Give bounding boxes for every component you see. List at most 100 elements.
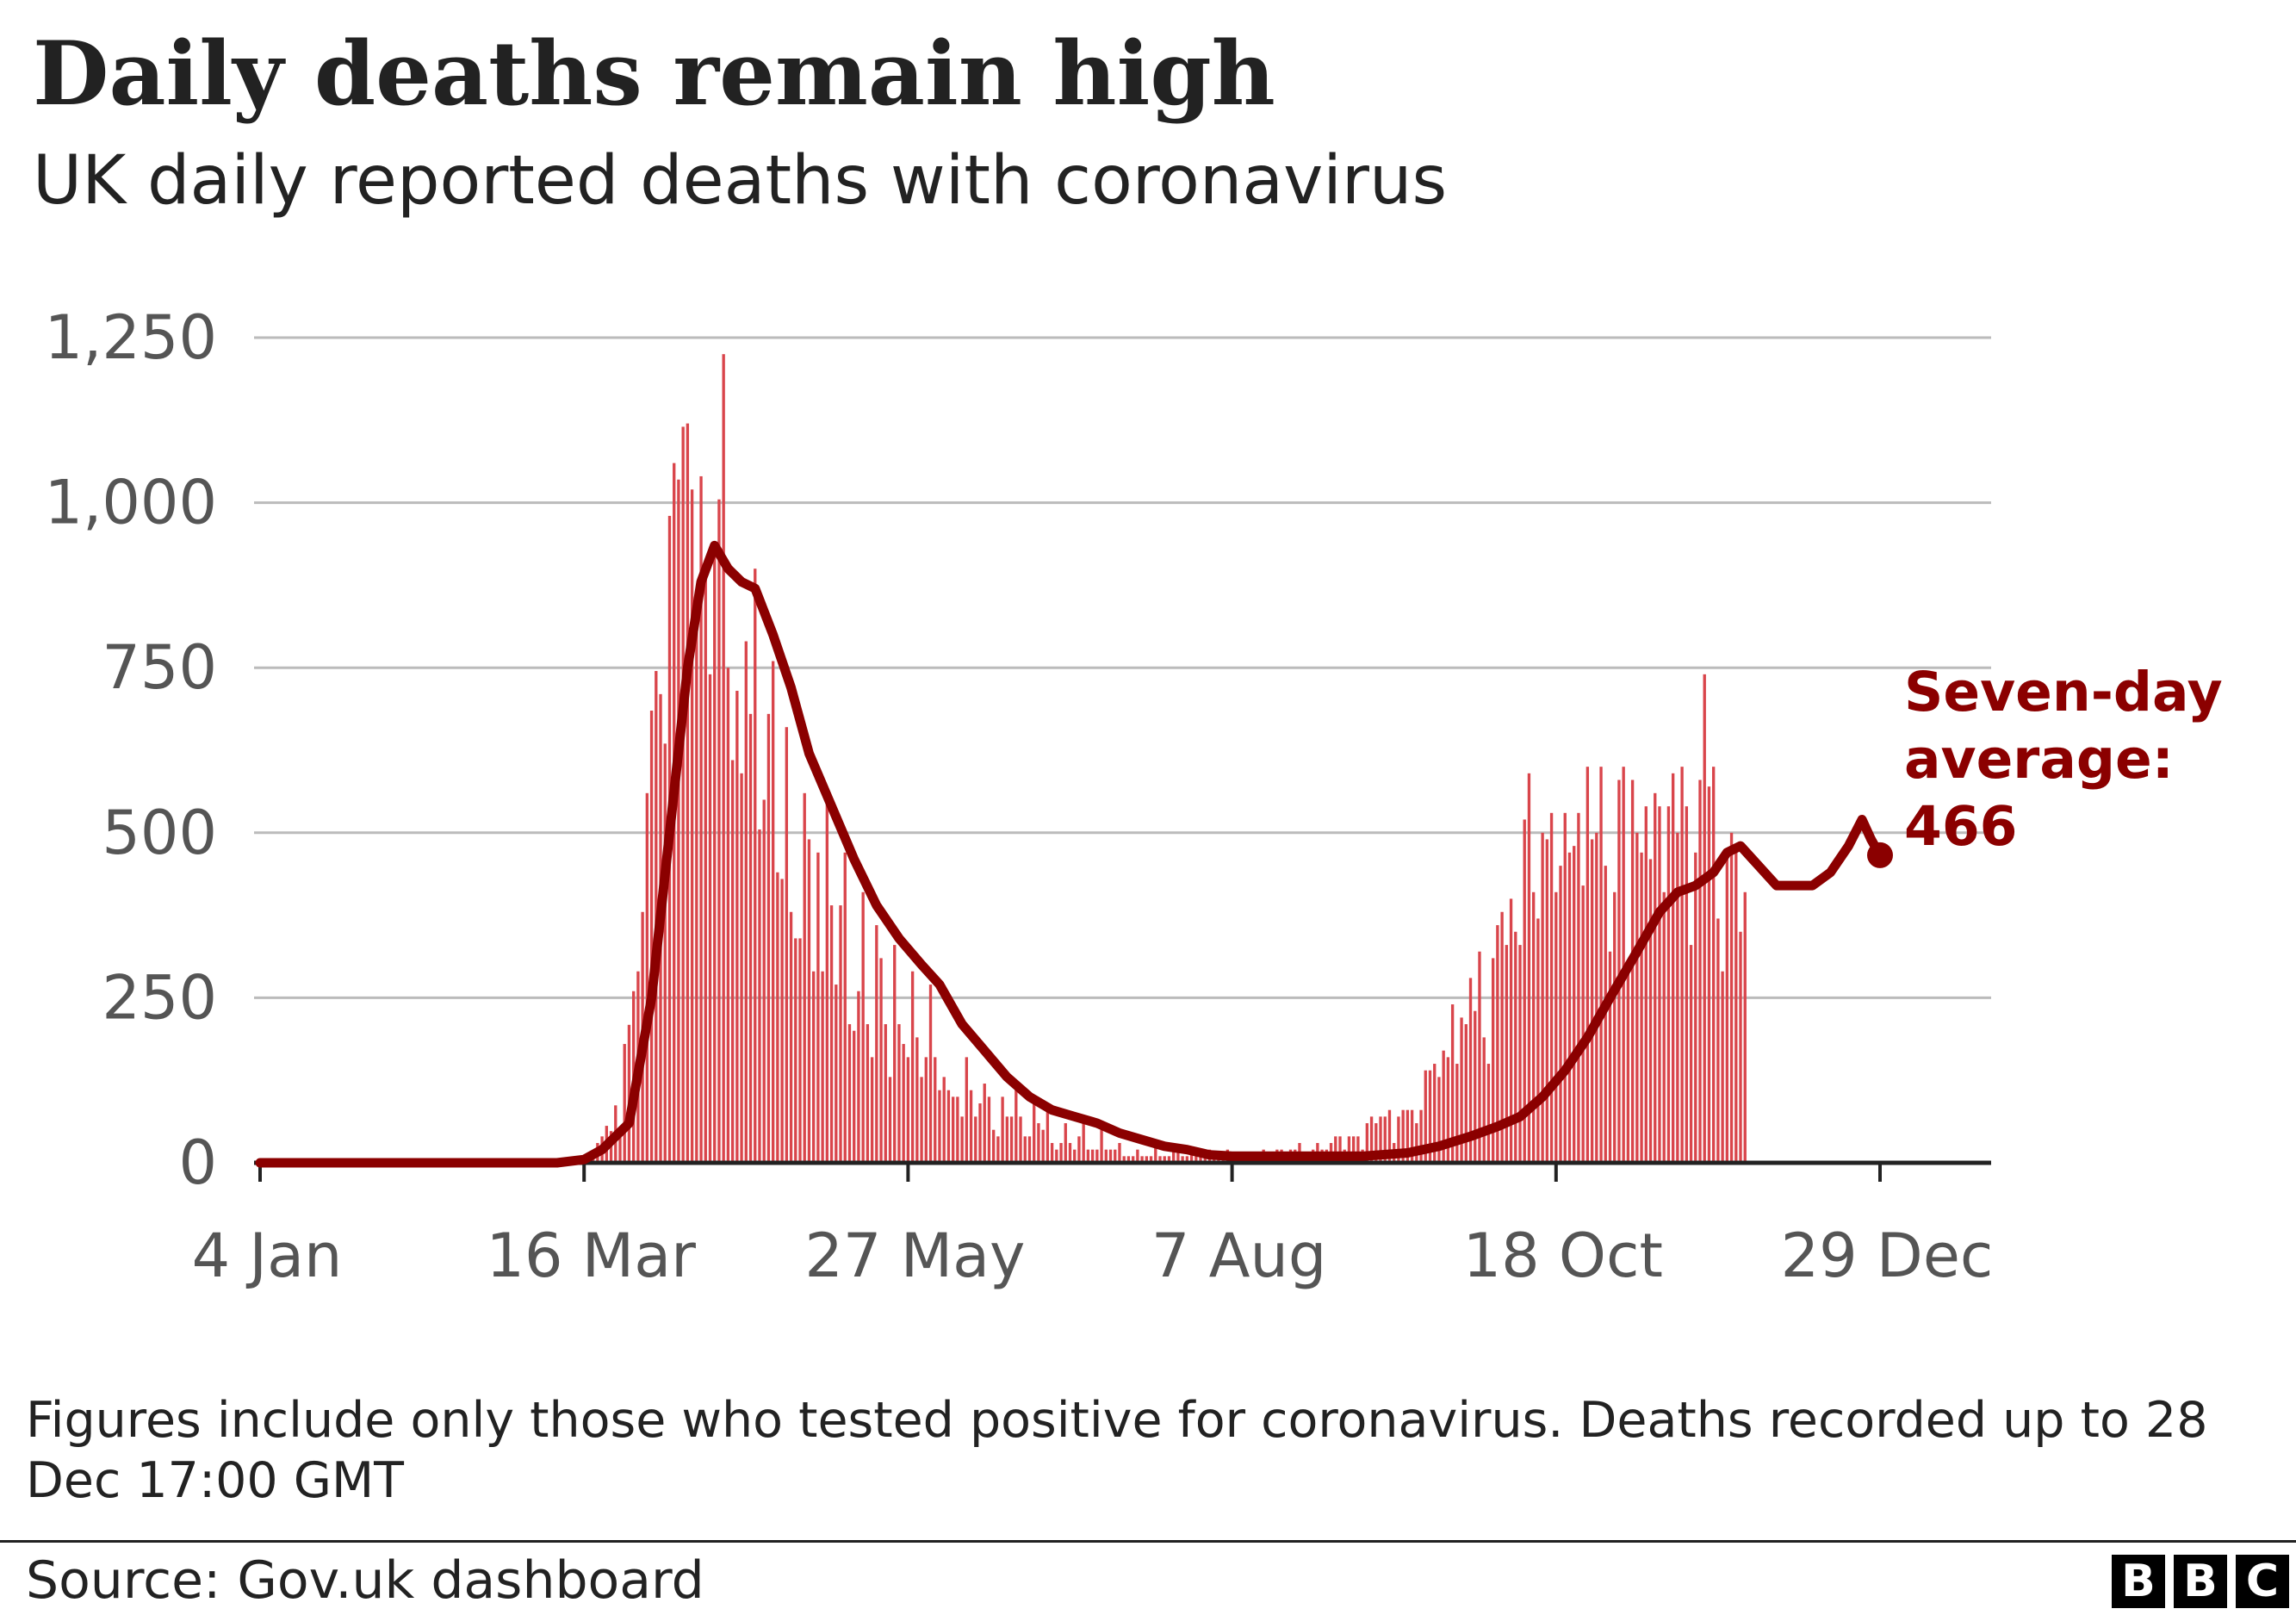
footer-divider bbox=[0, 1540, 2296, 1543]
y-tick-label: 750 bbox=[102, 632, 217, 703]
daily-bar bbox=[1090, 1149, 1095, 1163]
daily-bar bbox=[1500, 911, 1504, 1163]
daily-bar bbox=[960, 1116, 964, 1163]
latest-value-marker bbox=[1867, 842, 1893, 868]
daily-bar bbox=[1523, 819, 1526, 1163]
daily-bar bbox=[1059, 1143, 1063, 1163]
daily-bar bbox=[816, 852, 820, 1163]
daily-bar bbox=[681, 426, 685, 1164]
daily-bar bbox=[1532, 891, 1536, 1163]
daily-bar bbox=[1114, 1149, 1117, 1163]
daily-bar bbox=[1136, 1149, 1139, 1163]
daily-bar bbox=[1486, 1064, 1491, 1163]
x-tick-label: 16 Mar bbox=[486, 1221, 696, 1291]
daily-bar bbox=[1455, 1064, 1459, 1163]
daily-bar bbox=[1563, 812, 1567, 1163]
daily-bar bbox=[870, 1057, 874, 1163]
daily-bar bbox=[1064, 1123, 1067, 1163]
daily-bar bbox=[1001, 1096, 1004, 1163]
daily-bar bbox=[730, 760, 735, 1163]
daily-bar bbox=[1095, 1149, 1099, 1163]
daily-bar bbox=[1491, 958, 1495, 1163]
daily-bar bbox=[1356, 1136, 1360, 1163]
daily-bar bbox=[906, 1057, 910, 1163]
y-tick-label: 250 bbox=[102, 962, 217, 1033]
daily-bar bbox=[1397, 1116, 1400, 1163]
daily-bar bbox=[1599, 767, 1603, 1163]
daily-bar bbox=[1536, 918, 1540, 1163]
daily-bar bbox=[1573, 846, 1576, 1163]
y-tick-label: 1,000 bbox=[45, 468, 217, 538]
daily-bar bbox=[717, 499, 721, 1163]
daily-bar bbox=[686, 423, 690, 1163]
daily-bar bbox=[875, 925, 878, 1163]
daily-bar bbox=[722, 354, 725, 1163]
daily-bar bbox=[803, 792, 806, 1163]
x-tick-label: 29 Dec bbox=[1781, 1221, 1994, 1291]
daily-bar bbox=[951, 1096, 955, 1163]
daily-bar bbox=[1743, 891, 1747, 1163]
daily-bar bbox=[1419, 1109, 1423, 1163]
daily-bar bbox=[1073, 1149, 1077, 1163]
daily-bar bbox=[1077, 1136, 1081, 1163]
daily-bar bbox=[1415, 1123, 1418, 1163]
daily-bar bbox=[956, 1096, 959, 1163]
daily-bar bbox=[1567, 852, 1572, 1163]
daily-bar bbox=[1374, 1123, 1378, 1163]
daily-bar bbox=[1033, 1096, 1036, 1163]
daily-bar bbox=[1549, 812, 1554, 1163]
daily-bar bbox=[1464, 1024, 1468, 1163]
daily-bar bbox=[1338, 1136, 1342, 1163]
daily-bar bbox=[1158, 1156, 1162, 1163]
daily-bar bbox=[789, 911, 793, 1163]
daily-bar bbox=[794, 938, 797, 1163]
daily-bar bbox=[1626, 971, 1630, 1163]
daily-bar bbox=[1369, 1116, 1374, 1163]
daily-bar bbox=[1046, 1109, 1050, 1163]
daily-bar bbox=[1509, 898, 1513, 1163]
daily-bar bbox=[1176, 1149, 1180, 1163]
daily-bar bbox=[1554, 891, 1558, 1163]
daily-bar bbox=[713, 549, 717, 1163]
chart-subtitle: UK daily reported deaths with coronaviru… bbox=[33, 142, 1448, 220]
daily-bar bbox=[1648, 859, 1653, 1163]
daily-bar bbox=[1189, 1149, 1194, 1163]
daily-bar bbox=[1410, 1109, 1414, 1163]
x-tick-label: 7 Aug bbox=[1151, 1221, 1326, 1291]
daily-bar bbox=[1149, 1156, 1153, 1163]
daily-bar bbox=[677, 479, 680, 1163]
daily-bar bbox=[861, 891, 865, 1163]
daily-bar bbox=[1195, 1156, 1198, 1163]
daily-bar bbox=[699, 475, 703, 1163]
daily-bar bbox=[1383, 1116, 1387, 1163]
daily-bar bbox=[1671, 773, 1675, 1163]
daily-bar bbox=[924, 1057, 928, 1163]
daily-bar bbox=[978, 1103, 982, 1163]
daily-bar bbox=[829, 905, 834, 1163]
daily-bar bbox=[1721, 971, 1724, 1163]
daily-bar bbox=[1406, 1109, 1410, 1163]
daily-bar bbox=[1707, 786, 1711, 1163]
annotation-line: 466 bbox=[1904, 795, 2018, 858]
daily-bar bbox=[969, 1090, 973, 1163]
daily-bar bbox=[1577, 812, 1580, 1163]
daily-bar bbox=[1172, 1149, 1176, 1163]
daily-bar bbox=[928, 985, 933, 1163]
daily-bar bbox=[785, 727, 788, 1163]
x-tick-label: 27 May bbox=[804, 1221, 1025, 1291]
daily-bar bbox=[857, 991, 860, 1163]
daily-bar bbox=[798, 938, 802, 1163]
daily-bar bbox=[1100, 1129, 1103, 1163]
daily-bar bbox=[1009, 1116, 1014, 1163]
x-axis: 4 Jan 16 Mar 27 May 7 Aug 18 Oct 29 Dec bbox=[192, 1160, 1994, 1291]
x-tick-label: 4 Jan bbox=[192, 1221, 343, 1291]
annotation-line: average: bbox=[1904, 728, 2174, 791]
daily-bar bbox=[1122, 1156, 1126, 1163]
daily-bar bbox=[1015, 1090, 1018, 1163]
daily-bar bbox=[1640, 852, 1643, 1163]
daily-bar bbox=[853, 1030, 856, 1163]
daily-bar bbox=[1712, 767, 1716, 1163]
daily-bar bbox=[1482, 1037, 1486, 1163]
daily-bar bbox=[623, 1044, 626, 1163]
daily-bar bbox=[1585, 767, 1590, 1163]
